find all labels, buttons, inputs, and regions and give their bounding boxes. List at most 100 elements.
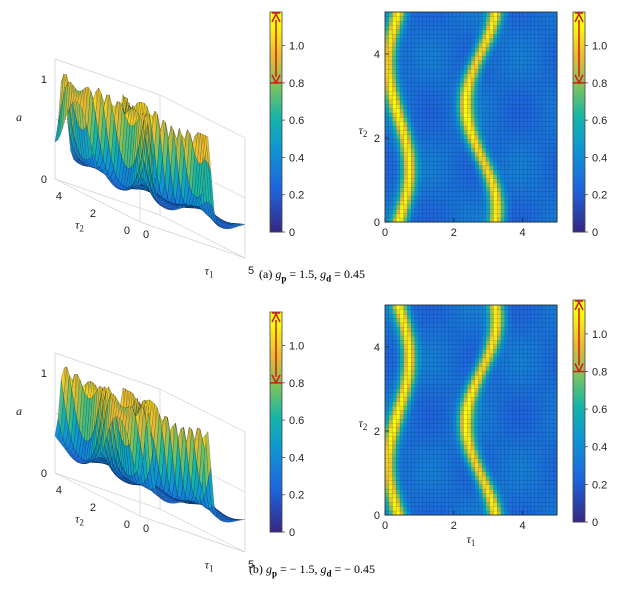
heatmap-cell	[433, 186, 438, 192]
heatmap-cell	[384, 147, 390, 153]
heatmap-cell	[384, 440, 390, 446]
heatmap-cell	[418, 11, 423, 17]
heatmap-cell	[455, 186, 461, 192]
heatmap-cell	[493, 199, 498, 206]
heatmap-cell	[549, 121, 554, 127]
heatmap-cell	[463, 138, 468, 144]
heatmap-cell	[418, 164, 423, 171]
colorbar-segment	[573, 202, 585, 207]
heatmap-cell	[467, 46, 472, 52]
heatmap-cell	[511, 108, 517, 114]
heatmap-cell	[429, 59, 435, 66]
heatmap-cell	[467, 108, 472, 114]
heatmap-cell	[515, 59, 521, 66]
heatmap-cell	[444, 38, 450, 44]
heatmap-cell	[523, 195, 528, 201]
heatmap-cell	[530, 103, 536, 109]
heatmap-cell	[448, 191, 453, 197]
heatmap-cell	[429, 29, 435, 35]
heatmap-cell	[425, 147, 431, 153]
heatmap-cell	[384, 357, 390, 363]
heatmap-cell	[452, 164, 457, 171]
heatmap-cell	[504, 64, 509, 70]
heatmap-cell	[433, 134, 438, 140]
heatmap-cell	[545, 108, 551, 114]
heatmap-cell	[493, 151, 498, 157]
heatmap-cell	[549, 156, 554, 162]
heatmap-cell	[493, 125, 498, 131]
heatmap-cell	[396, 431, 401, 437]
heatmap-cell	[508, 16, 513, 22]
colorbar-segment	[270, 436, 282, 441]
heatmap-cell	[425, 46, 431, 52]
heatmap-cell	[497, 199, 502, 206]
colorbar-segment	[270, 125, 282, 130]
heatmap-cell	[511, 112, 517, 118]
heatmap-cell	[392, 361, 397, 367]
y-tick-label: 2	[90, 502, 96, 514]
heatmap-cell	[497, 182, 502, 188]
colorbar-tick-label: 1.0	[289, 41, 304, 53]
z-axis-label: a	[16, 404, 22, 418]
heatmap-cell	[497, 213, 502, 219]
heatmap-cell	[493, 64, 498, 70]
heatmap-cell	[482, 64, 487, 70]
heatmap-cell	[478, 33, 483, 39]
heatmap-cell	[392, 86, 397, 92]
y-tick-label: 0	[124, 519, 130, 531]
heatmap-cell	[467, 68, 472, 74]
colorbar-segment	[270, 78, 282, 83]
heatmap-cell	[444, 138, 450, 144]
heatmap-cell	[396, 73, 401, 79]
heatmap-cell	[541, 94, 547, 101]
heatmap-cell	[489, 204, 494, 210]
heatmap-cell	[399, 213, 405, 219]
heatmap-cell	[433, 138, 438, 144]
heatmap-cell	[470, 156, 476, 162]
heatmap-cell	[508, 213, 513, 219]
heatmap-cell	[411, 160, 416, 166]
heatmap-cell	[444, 81, 450, 87]
heatmap-cell	[418, 169, 423, 175]
heatmap-cell	[504, 24, 509, 31]
heatmap-cell	[493, 24, 498, 31]
heatmap-cell	[523, 90, 528, 96]
heatmap-cell	[388, 326, 394, 332]
heatmap-cell	[452, 143, 457, 149]
colorbar-segment	[270, 195, 282, 200]
colorbar-a-top: 00.20.40.60.81.0	[572, 11, 607, 239]
heatmap-cell	[463, 173, 468, 179]
heatmap-cell	[403, 90, 408, 96]
heatmap-cell	[497, 68, 502, 74]
heatmap-cell	[485, 51, 491, 57]
heatmap-cell	[388, 344, 394, 350]
heatmap-cell	[489, 208, 494, 214]
heatmap-cell	[422, 169, 427, 175]
heatmap-cell	[485, 46, 491, 52]
heatmap-cell	[440, 204, 446, 210]
heatmap-cell	[452, 103, 457, 109]
heatmap-cell	[482, 86, 487, 92]
heatmap-cell	[474, 156, 480, 162]
heatmap-cell	[504, 38, 509, 44]
heatmap-cell	[388, 208, 394, 214]
heatmap-cell	[396, 77, 401, 83]
heatmap-cell	[440, 134, 446, 140]
heatmap-cell	[396, 436, 401, 442]
heatmap-cell	[455, 178, 461, 184]
heatmap-cell	[384, 366, 390, 372]
heatmap-cell	[429, 51, 435, 57]
heatmap-cell	[433, 33, 438, 39]
heatmap-cell	[388, 471, 394, 477]
heatmap-cell	[485, 116, 491, 122]
heatmap-cell	[530, 86, 536, 92]
heatmap-cell	[414, 16, 420, 22]
heatmap-cell	[448, 73, 453, 79]
heatmap-cell	[437, 103, 442, 109]
heatmap-cell	[448, 38, 453, 44]
heatmap-cell	[523, 42, 528, 48]
heatmap-cell	[530, 42, 536, 48]
heatmap-cell	[448, 77, 453, 83]
heatmap-cell	[504, 46, 509, 52]
heatmap-cell	[452, 213, 457, 219]
